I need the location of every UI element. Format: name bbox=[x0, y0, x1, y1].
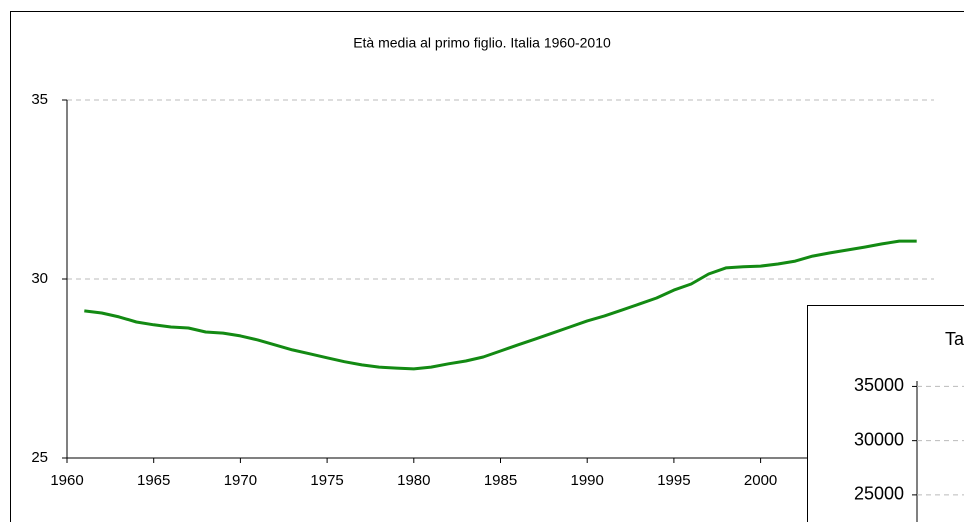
y-tick-label: 30000 bbox=[854, 429, 904, 449]
x-tick-label: 1975 bbox=[310, 472, 343, 489]
data-line bbox=[84, 239, 917, 371]
y-tick-label: 30 bbox=[31, 270, 48, 287]
x-tick-label: 2000 bbox=[744, 472, 777, 489]
y-tick-label: 35000 bbox=[854, 375, 904, 395]
chart-frame bbox=[807, 305, 964, 522]
chart-frame bbox=[10, 11, 964, 522]
chart-title: Età media al primo figlio. Italia 1960-2… bbox=[353, 35, 611, 51]
x-tick-label: 1990 bbox=[571, 472, 604, 489]
x-tick-label: 1970 bbox=[224, 472, 257, 489]
x-tick-label: 1960 bbox=[50, 472, 83, 489]
x-tick-label: 1995 bbox=[657, 472, 690, 489]
y-tick-label: 25000 bbox=[854, 484, 904, 504]
x-tick-label: 1965 bbox=[137, 472, 170, 489]
x-tick-label: 1985 bbox=[484, 472, 517, 489]
chart-title: Ta bbox=[945, 329, 964, 349]
x-tick-label: 1980 bbox=[397, 472, 430, 489]
y-tick-label: 25 bbox=[31, 449, 48, 466]
y-tick-label: 35 bbox=[31, 91, 48, 108]
